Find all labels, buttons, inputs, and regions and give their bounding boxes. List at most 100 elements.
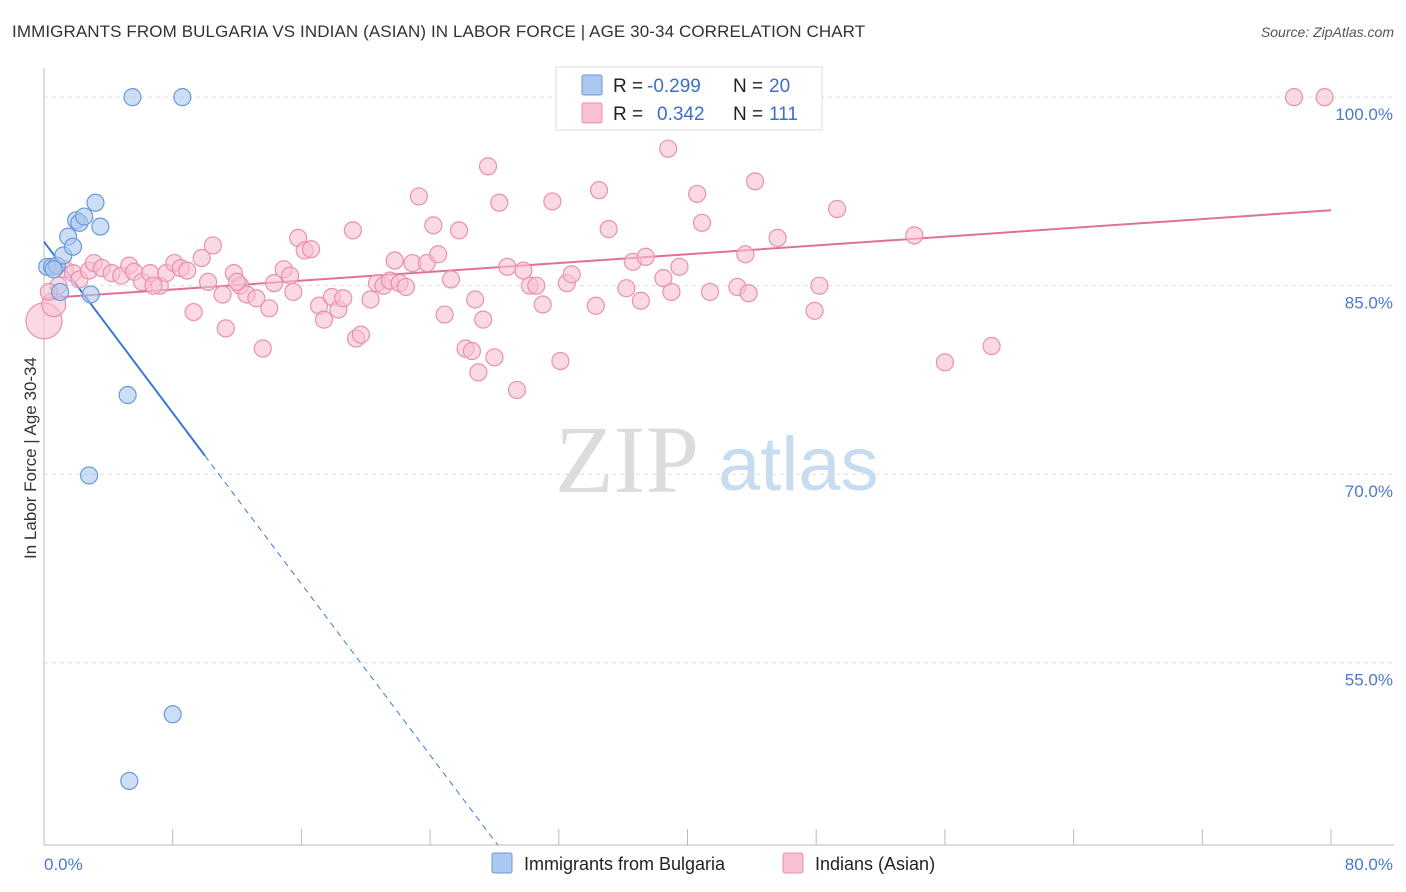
indians-point <box>1284 88 1304 107</box>
indians-point <box>659 139 678 158</box>
legend-n-value-1: 20 <box>769 76 790 97</box>
indians-point <box>810 276 829 295</box>
indians-point <box>351 325 371 344</box>
chart-title: IMMIGRANTS FROM BULGARIA VS INDIAN (ASIA… <box>12 22 866 41</box>
indians-point <box>768 228 787 248</box>
legend-r-value-1: -0.299 <box>647 76 701 97</box>
indians-point <box>264 274 284 293</box>
indians-point <box>203 236 223 255</box>
indians-point <box>216 319 235 338</box>
indians-point <box>527 276 546 295</box>
bulgaria-point <box>75 207 94 226</box>
indians-point <box>192 248 211 268</box>
indians-point <box>424 216 443 235</box>
source-label: Source: ZipAtlas.com <box>1260 24 1394 40</box>
bottom-legend-label-bulgaria: Immigrants from Bulgaria <box>524 854 726 874</box>
indians-point <box>260 299 279 318</box>
trend-line-pink <box>43 209 1332 300</box>
indians-point <box>498 257 517 276</box>
indians-point <box>636 247 655 266</box>
indians-point <box>284 282 303 302</box>
y-tick-label: 70.0% <box>1345 482 1393 501</box>
bulgaria-point <box>123 88 142 107</box>
indians-point <box>385 251 404 270</box>
indians-point <box>281 266 300 285</box>
legend-swatch-indians <box>581 102 603 124</box>
indians-point <box>514 261 533 280</box>
indians-point <box>314 310 334 329</box>
indians-point <box>805 301 824 320</box>
legend-r-label-2: R = <box>613 104 643 125</box>
indians-point <box>343 221 362 240</box>
indians-point <box>409 187 428 206</box>
legend-n-value-2: 111 <box>769 104 798 125</box>
indians-point <box>599 220 618 239</box>
indians-point <box>247 289 266 308</box>
indians-point <box>334 289 353 308</box>
y-tick-label: 55.0% <box>1345 671 1393 690</box>
indians-point <box>745 172 765 191</box>
bulgaria-point <box>81 285 100 304</box>
bulgaria-point <box>63 237 83 256</box>
bottom-legend-label-indians: Indians (Asian) <box>815 854 935 874</box>
series-legend: Immigrants from Bulgaria Indians (Asian) <box>491 852 935 874</box>
indians-point <box>905 226 924 245</box>
indians-point <box>435 305 454 324</box>
bottom-legend-swatch-indians <box>782 852 804 874</box>
indians-point <box>198 272 218 292</box>
indians-point <box>631 291 650 310</box>
bulgaria-point <box>163 705 182 724</box>
indians-point <box>301 240 321 259</box>
correlation-legend: R = -0.299 N = 20 R = 0.342 N = 111 <box>555 66 823 131</box>
data-points <box>25 88 1334 790</box>
indians-point <box>469 363 488 382</box>
y-axis-label: In Labor Force | Age 30-34 <box>21 357 40 559</box>
bulgaria-point <box>91 217 110 236</box>
indians-point <box>253 339 272 358</box>
indians-point <box>828 199 847 219</box>
axes: 100.0% 85.0% 70.0% 55.0% 0.0% 80.0% <box>43 68 1394 874</box>
bulgaria-point <box>118 385 137 405</box>
trend-line-extension-blue <box>204 455 499 846</box>
indians-point <box>654 269 673 288</box>
x-tick-label: 80.0% <box>1345 855 1393 874</box>
indians-point <box>617 279 636 298</box>
indians-point <box>462 341 482 361</box>
indians-point <box>586 296 605 315</box>
indians-point <box>429 245 448 264</box>
indians-point <box>449 221 469 240</box>
indians-point <box>736 245 755 264</box>
trend-lines <box>43 209 1332 846</box>
indians-point <box>692 213 712 232</box>
watermark-atlas: atlas <box>718 422 879 507</box>
indians-point <box>178 261 197 280</box>
indians-point <box>662 282 681 302</box>
legend-r-label-1: R = <box>613 76 643 97</box>
indians-point <box>478 157 498 176</box>
indians-point <box>485 348 504 367</box>
indians-point <box>1315 88 1334 107</box>
indians-point <box>589 181 609 200</box>
indians-point <box>441 270 461 289</box>
y-tick-label: 85.0% <box>1345 294 1393 313</box>
bulgaria-point <box>44 260 63 279</box>
x-tick-label: 0.0% <box>44 855 83 874</box>
bulgaria-point <box>50 282 70 302</box>
indians-point <box>533 295 552 314</box>
bulgaria-point <box>173 88 192 107</box>
indians-point <box>543 192 562 211</box>
gridlines <box>44 96 1394 664</box>
legend-r-value-2: 0.342 <box>657 104 705 125</box>
indians-point <box>670 257 689 276</box>
indians-point <box>466 290 485 309</box>
indians-point <box>688 184 707 204</box>
indians-point <box>227 272 247 292</box>
indians-point <box>935 353 955 372</box>
indians-point <box>184 302 203 322</box>
indians-point <box>474 310 493 329</box>
indians-point <box>507 380 527 400</box>
indians-point <box>982 336 1001 356</box>
legend-n-label-1: N = <box>733 76 763 97</box>
legend-swatch-bulgaria <box>581 74 603 96</box>
